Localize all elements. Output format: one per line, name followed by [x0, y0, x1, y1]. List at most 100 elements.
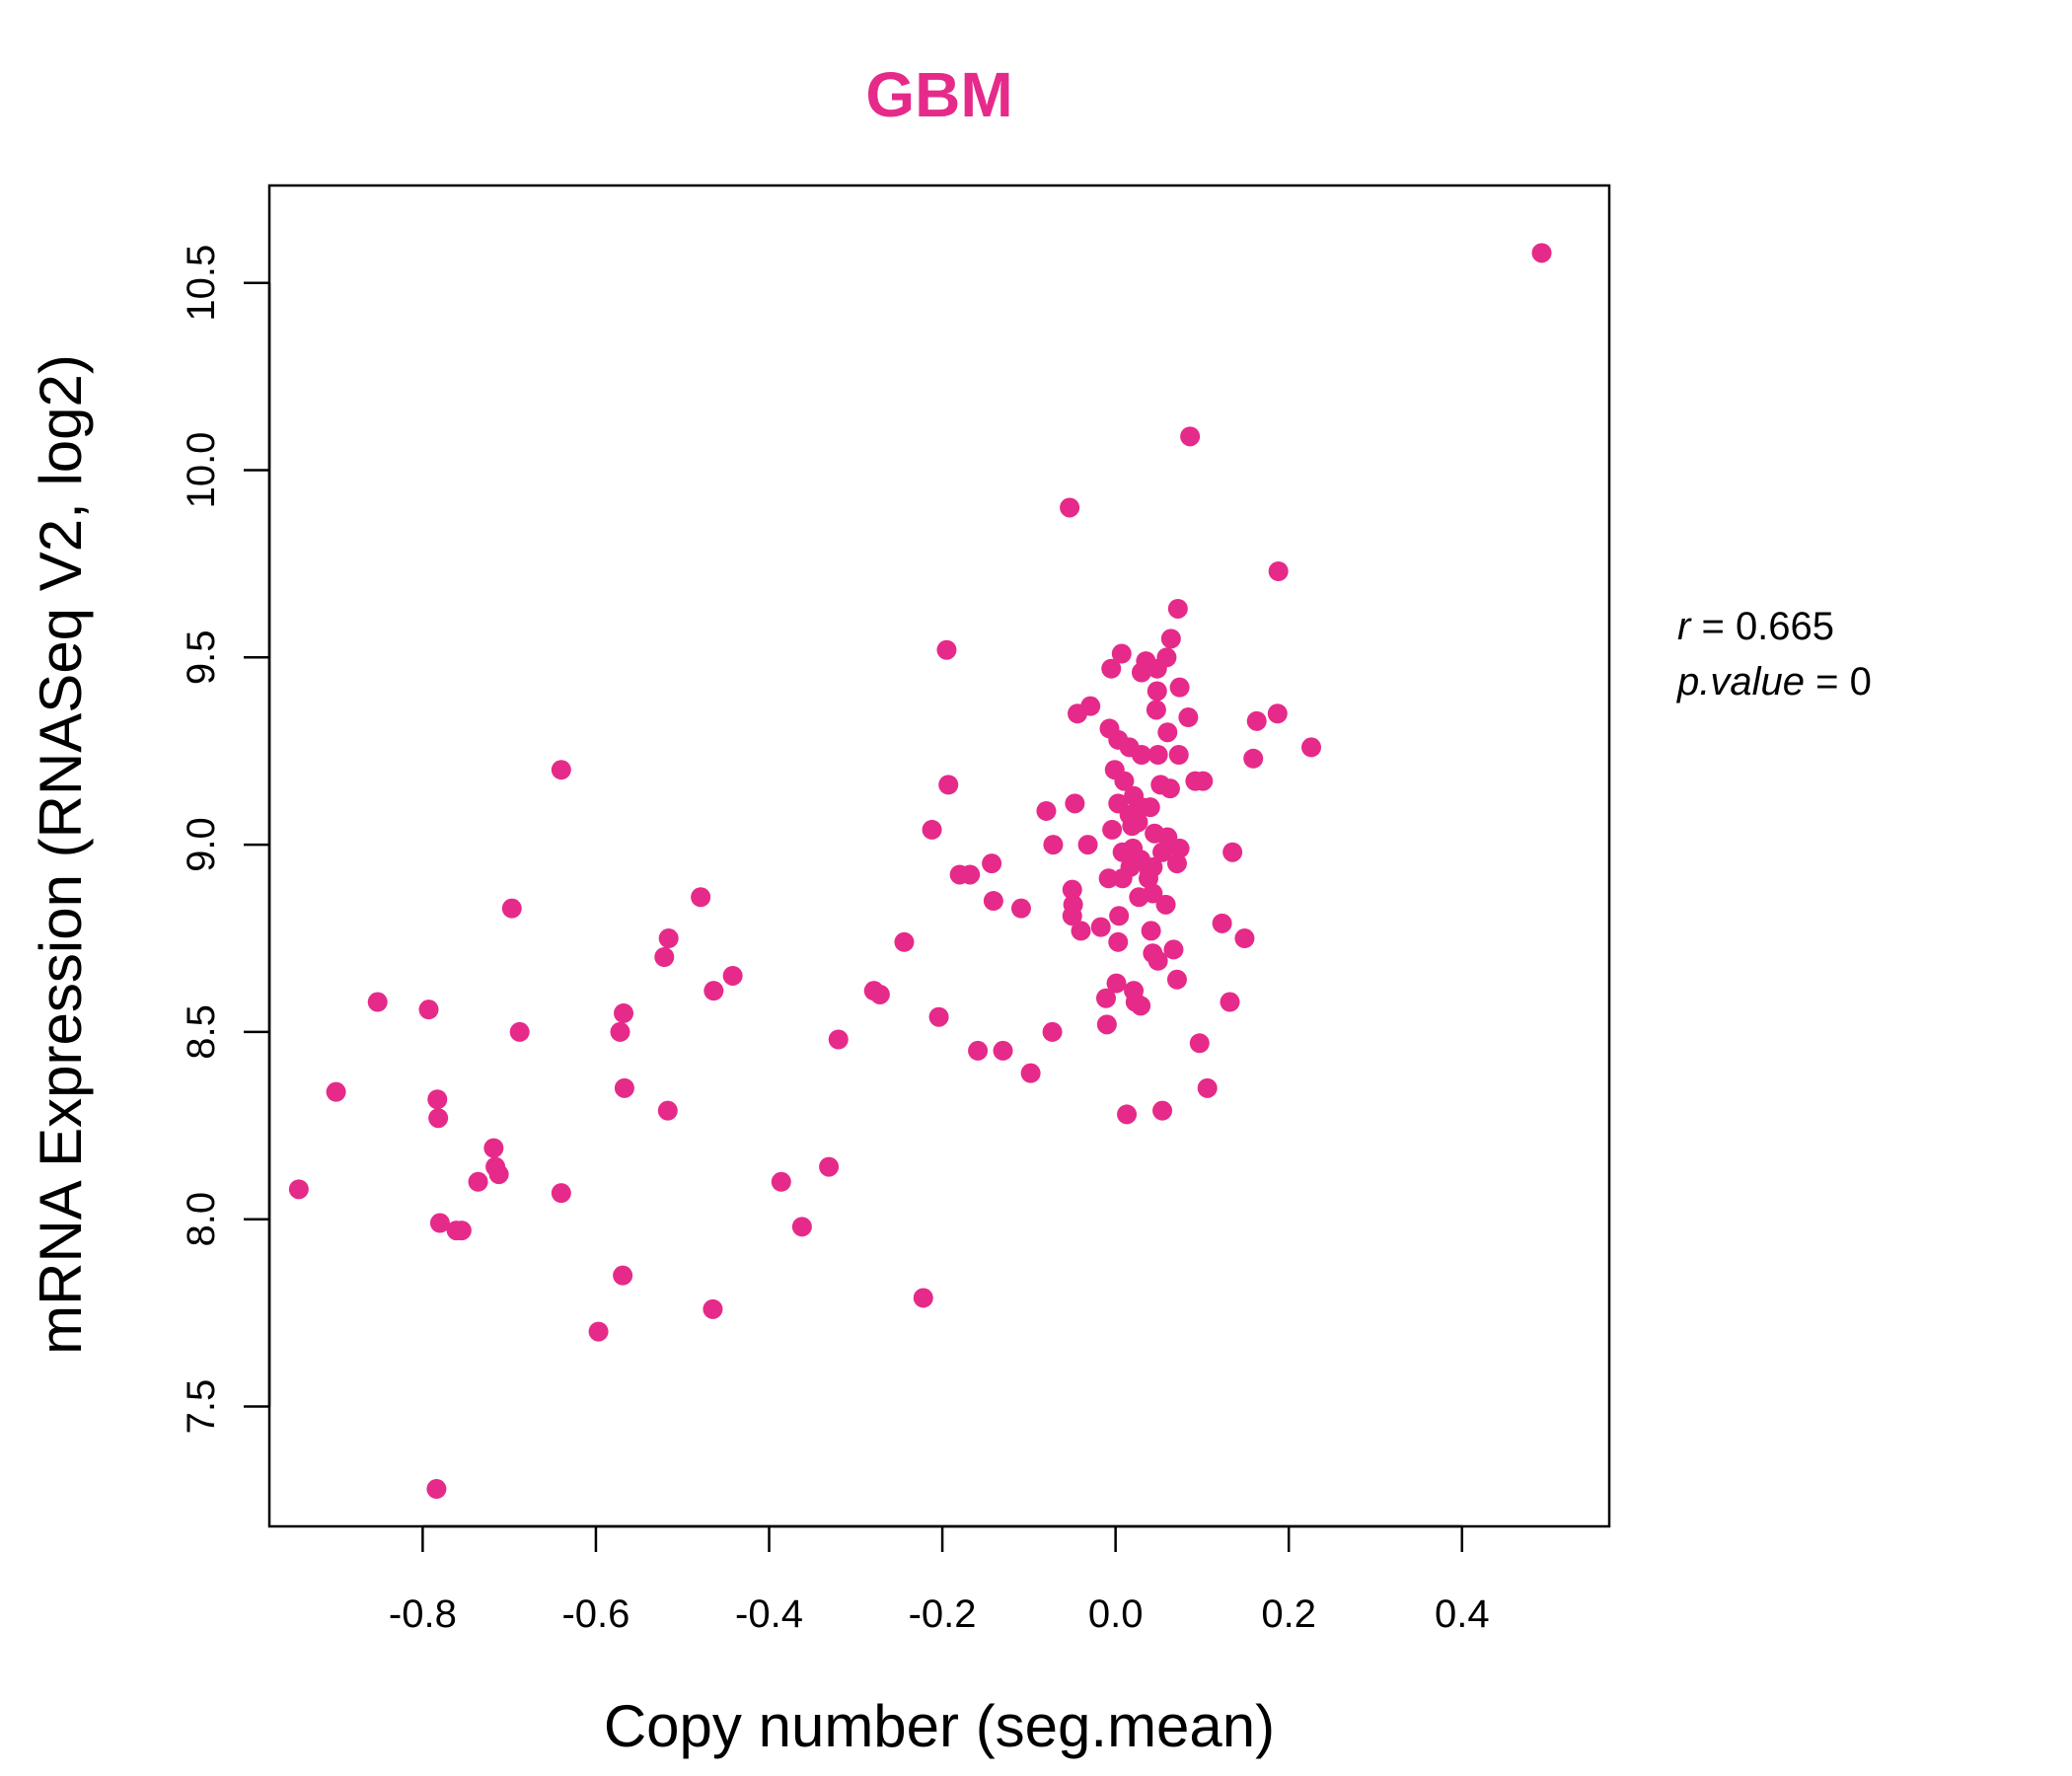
- chart-title: GBM: [865, 59, 1012, 130]
- data-point: [869, 984, 890, 1004]
- data-point: [1114, 771, 1135, 791]
- data-point: [960, 864, 981, 885]
- y-tick-label: 7.5: [180, 1379, 223, 1435]
- data-point: [657, 1100, 678, 1121]
- data-point: [1122, 816, 1143, 837]
- x-tick-label: -0.6: [561, 1592, 629, 1636]
- data-point: [367, 992, 388, 1012]
- data-point: [1131, 996, 1151, 1016]
- y-tick-label: 8.5: [180, 1004, 223, 1060]
- x-axis: -0.8 -0.6 -0.4 -0.2 0.0 0.2 0.4: [389, 1524, 1490, 1636]
- data-point: [1193, 771, 1214, 791]
- y-tick-label: 10.5: [180, 245, 223, 322]
- data-point: [1220, 992, 1240, 1012]
- data-point: [1141, 921, 1161, 941]
- data-point: [1169, 677, 1190, 698]
- data-point: [703, 1298, 723, 1319]
- data-point: [451, 1221, 472, 1241]
- data-point: [1112, 868, 1133, 889]
- data-point: [1129, 887, 1149, 908]
- data-point: [1268, 560, 1289, 581]
- data-point: [1169, 838, 1190, 858]
- data-point: [819, 1156, 840, 1177]
- data-point: [828, 1029, 849, 1050]
- data-point: [1109, 906, 1130, 926]
- data-point: [1147, 745, 1168, 766]
- data-point: [771, 1171, 791, 1192]
- data-point: [1111, 643, 1132, 664]
- data-point: [654, 946, 675, 967]
- data-point: [938, 775, 959, 795]
- data-point: [922, 819, 942, 840]
- data-point: [1155, 894, 1176, 915]
- y-tick-label: 9.0: [180, 817, 223, 872]
- y-tick-label: 9.5: [180, 630, 223, 686]
- data-point: [1243, 748, 1264, 769]
- y-tick-label: 10.0: [180, 432, 223, 509]
- data-point: [1197, 1077, 1218, 1098]
- data-point: [1140, 797, 1160, 818]
- data-point: [1138, 868, 1158, 889]
- data-point: [722, 965, 743, 986]
- x-tick-label: -0.8: [389, 1592, 457, 1636]
- data-point: [1131, 745, 1151, 766]
- data-point: [1163, 939, 1184, 960]
- data-point: [1152, 1100, 1173, 1121]
- data-point: [658, 928, 679, 949]
- data-point: [1180, 426, 1201, 447]
- data-point: [1096, 1014, 1117, 1035]
- data-point: [1234, 928, 1255, 949]
- r-value: 0.665: [1736, 605, 1834, 648]
- data-point: [1301, 737, 1322, 758]
- data-point: [588, 1321, 609, 1342]
- data-point: [703, 981, 724, 1001]
- data-point: [1098, 868, 1119, 889]
- data-point: [1246, 710, 1267, 731]
- data-point: [610, 1021, 630, 1042]
- x-axis-label: Copy number (seg.mean): [604, 1693, 1275, 1759]
- data-point: [1222, 842, 1243, 862]
- data-point: [691, 887, 711, 908]
- data-point: [428, 1108, 449, 1129]
- data-point: [1212, 913, 1232, 933]
- data-point: [1160, 629, 1181, 649]
- data-point: [1043, 835, 1064, 855]
- data-point: [936, 639, 957, 660]
- data-point: [551, 1183, 571, 1204]
- data-point: [993, 1040, 1013, 1061]
- data-point: [1010, 898, 1031, 919]
- data-point: [1168, 745, 1189, 766]
- data-point: [1071, 921, 1091, 941]
- x-tick-label: 0.4: [1435, 1592, 1490, 1636]
- data-point: [501, 898, 522, 919]
- data-point: [1077, 835, 1098, 855]
- data-point: [614, 1002, 634, 1023]
- data-point: [1131, 662, 1151, 683]
- data-point: [1101, 658, 1122, 679]
- data-point: [1167, 598, 1188, 619]
- data-point: [1166, 969, 1187, 990]
- p-value-value: 0: [1850, 660, 1872, 703]
- data-point: [913, 1288, 933, 1308]
- data-point: [613, 1265, 633, 1286]
- data-point: [483, 1138, 504, 1158]
- data-point: [614, 1077, 634, 1098]
- data-point: [1042, 1021, 1063, 1042]
- data-point: [1062, 906, 1082, 926]
- y-axis-label: mRNA Expression (RNASeq V2, log2): [28, 354, 94, 1355]
- data-point: [1531, 243, 1552, 263]
- x-tick-label: 0.2: [1261, 1592, 1316, 1636]
- x-tick-label: -0.4: [735, 1592, 803, 1636]
- data-point: [429, 1213, 450, 1233]
- stats-annotation: r = 0.665 p.value = 0: [1676, 605, 1872, 703]
- data-point: [1020, 1063, 1041, 1083]
- data-point: [426, 1479, 447, 1500]
- data-point: [326, 1081, 346, 1102]
- y-tick-label: 8.0: [180, 1192, 223, 1247]
- data-point: [1036, 800, 1057, 821]
- data-point: [1102, 819, 1123, 840]
- data-point: [509, 1021, 530, 1042]
- data-point: [1108, 931, 1129, 952]
- data-point: [1062, 879, 1082, 900]
